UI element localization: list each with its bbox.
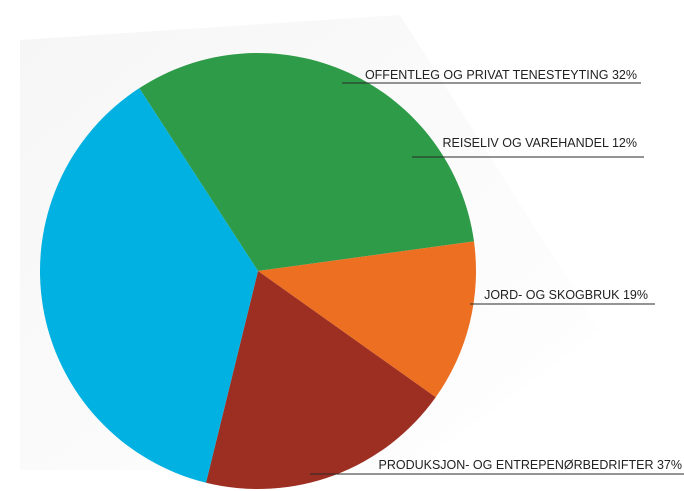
slice-produksjon xyxy=(39,88,258,483)
slice-label-offentleg: OFFENTLEG OG PRIVAT TENESTEYTING 32% xyxy=(365,68,637,82)
slice-label-jord: JORD- OG SKOGBRUK 19% xyxy=(484,288,648,302)
pie-slices xyxy=(39,53,476,490)
slice-jord xyxy=(206,271,436,490)
slice-reiseliv xyxy=(258,241,476,398)
slice-label-produksjon: PRODUKSJON- OG ENTREPENØRBEDRIFTER 37% xyxy=(378,458,682,472)
slice-label-reiseliv: REISELIV OG VAREHANDEL 12% xyxy=(442,136,637,150)
slice-offentleg xyxy=(139,53,474,271)
pie-labels: OFFENTLEG OG PRIVAT TENESTEYTING 32% REI… xyxy=(310,68,684,475)
